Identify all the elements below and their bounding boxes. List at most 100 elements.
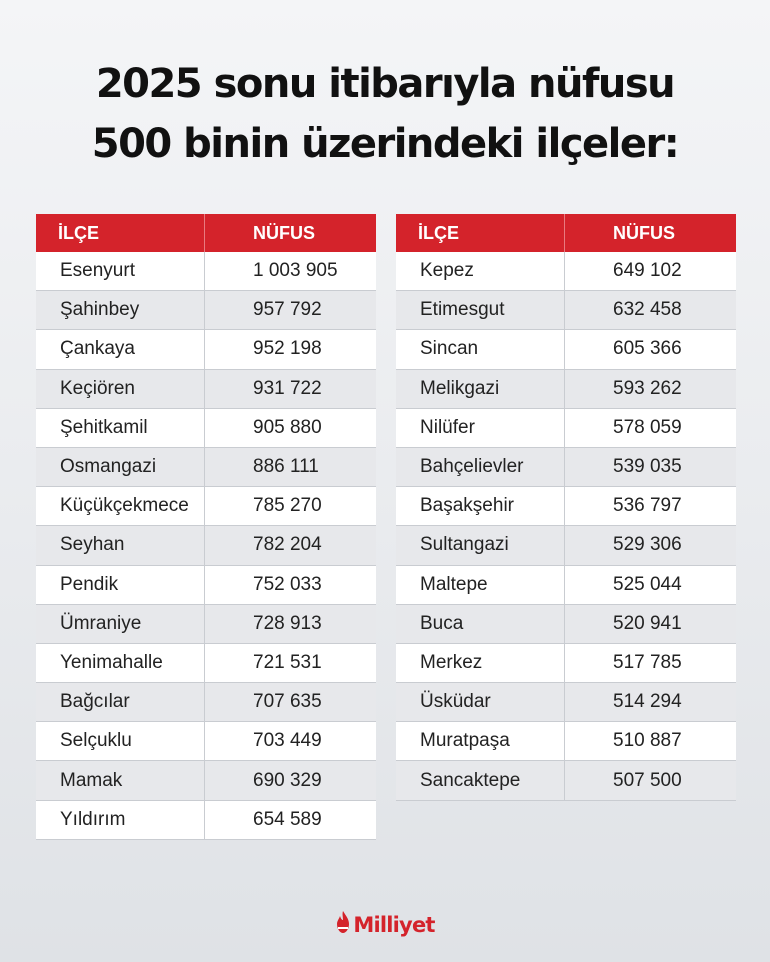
population-cell: 507 500 bbox=[613, 769, 682, 791]
population-cell: 536 797 bbox=[613, 495, 682, 517]
district-cell: Başakşehir bbox=[396, 487, 565, 526]
title-line-1: 2025 sonu itibarıyla nüfusu bbox=[95, 61, 676, 107]
population-cell: 520 941 bbox=[613, 612, 682, 634]
population-cell: 931 722 bbox=[253, 377, 322, 399]
title-line-2: 500 binin üzerindeki ilçeler: bbox=[91, 121, 680, 167]
population-cell: 782 204 bbox=[253, 534, 322, 556]
table-row: Selçuklu 703 449 bbox=[36, 722, 376, 762]
table-header: İLÇE NÜFUS bbox=[396, 214, 736, 252]
district-cell: Buca bbox=[396, 604, 565, 643]
table-row: Bahçelievler 539 035 bbox=[396, 447, 736, 488]
table-row: Mamak 690 329 bbox=[36, 761, 376, 801]
table-row: Esenyurt 1 003 905 bbox=[36, 252, 376, 292]
table-row: Etimesgut 632 458 bbox=[396, 291, 736, 331]
header-population: NÜFUS bbox=[613, 222, 675, 243]
table-row: Küçükçekmece 785 270 bbox=[36, 487, 376, 527]
district-table-right: İLÇE NÜFUS Kepez 649 102 Etimesgut 632 458 S… bbox=[396, 214, 736, 801]
population-cell: 510 887 bbox=[613, 730, 682, 752]
district-cell: Bağcılar bbox=[36, 683, 205, 722]
district-cell: Merkez bbox=[396, 643, 565, 683]
population-cell: 703 449 bbox=[253, 730, 322, 752]
population-cell: 752 033 bbox=[253, 573, 322, 595]
population-cell: 632 458 bbox=[613, 299, 682, 321]
population-cell: 517 785 bbox=[613, 651, 682, 673]
table-row: Sincan 605 366 bbox=[396, 330, 736, 370]
population-cell: 525 044 bbox=[613, 573, 682, 595]
table-row: Başakşehir 536 797 bbox=[396, 487, 736, 527]
district-cell: Küçükçekmece bbox=[36, 487, 205, 526]
population-cell: 952 198 bbox=[253, 338, 322, 360]
table-row: Merkez 517 785 bbox=[396, 643, 736, 684]
population-cell: 539 035 bbox=[613, 456, 682, 478]
logo-wordmark: Milliyet bbox=[353, 912, 435, 937]
district-cell: Pendik bbox=[36, 565, 205, 604]
table-row: Nilüfer 578 059 bbox=[396, 408, 736, 448]
header-district: İLÇE bbox=[396, 214, 565, 252]
population-cell: 728 913 bbox=[253, 612, 322, 634]
header-population: NÜFUS bbox=[253, 222, 315, 243]
table-row: Bağcılar 707 635 bbox=[36, 683, 376, 723]
table-row: Muratpaşa 510 887 bbox=[396, 722, 736, 762]
district-cell: Sultangazi bbox=[396, 526, 565, 565]
district-cell: Yıldırım bbox=[36, 800, 205, 839]
district-cell: Çankaya bbox=[36, 330, 205, 369]
district-cell: Mamak bbox=[36, 761, 205, 800]
page-title: 2025 sonu itibarıyla nüfusu 500 binin üz… bbox=[0, 54, 770, 174]
table-row: Şehitkamil 905 880 bbox=[36, 408, 376, 448]
district-cell: Selçuklu bbox=[36, 722, 205, 761]
table-row: Yıldırım 654 589 bbox=[36, 800, 376, 840]
flame-icon bbox=[335, 910, 351, 939]
district-cell: Maltepe bbox=[396, 565, 565, 604]
table-row: Pendik 752 033 bbox=[36, 565, 376, 605]
population-cell: 529 306 bbox=[613, 534, 682, 556]
population-cell: 654 589 bbox=[253, 808, 322, 830]
population-cell: 578 059 bbox=[613, 416, 682, 438]
table-row: Seyhan 782 204 bbox=[36, 526, 376, 566]
population-cell: 605 366 bbox=[613, 338, 682, 360]
table-header: İLÇE NÜFUS bbox=[36, 214, 376, 252]
population-cell: 886 111 bbox=[253, 456, 319, 478]
table-row: Çankaya 952 198 bbox=[36, 330, 376, 370]
table-row: Buca 520 941 bbox=[396, 604, 736, 644]
district-cell: Sincan bbox=[396, 330, 565, 369]
table-row: Sultangazi 529 306 bbox=[396, 526, 736, 566]
table-row: Maltepe 525 044 bbox=[396, 565, 736, 605]
district-cell: Osmangazi bbox=[36, 447, 205, 487]
header-district: İLÇE bbox=[36, 214, 205, 252]
table-row: Melikgazi 593 262 bbox=[396, 369, 736, 409]
population-cell: 707 635 bbox=[253, 691, 322, 713]
population-cell: 957 792 bbox=[253, 299, 322, 321]
table-row: Kepez 649 102 bbox=[396, 252, 736, 292]
district-cell: Melikgazi bbox=[396, 369, 565, 408]
district-cell: Esenyurt bbox=[36, 252, 205, 291]
district-cell: Şahinbey bbox=[36, 291, 205, 330]
table-body: Kepez 649 102 Etimesgut 632 458 Sincan 605 36… bbox=[396, 252, 736, 801]
district-cell: Yenimahalle bbox=[36, 643, 205, 683]
table-row: Osmangazi 886 111 bbox=[36, 447, 376, 488]
district-cell: Seyhan bbox=[36, 526, 205, 565]
district-cell: Nilüfer bbox=[396, 408, 565, 447]
table-row: Yenimahalle 721 531 bbox=[36, 643, 376, 684]
district-cell: Keçiören bbox=[36, 369, 205, 408]
population-cell: 690 329 bbox=[253, 769, 322, 791]
population-cell: 905 880 bbox=[253, 416, 322, 438]
table-row: Şahinbey 957 792 bbox=[36, 291, 376, 331]
population-cell: 721 531 bbox=[253, 651, 322, 673]
district-table-left: İLÇE NÜFUS Esenyurt 1 003 905 Şahinbey 957 … bbox=[36, 214, 376, 840]
table-row: Ümraniye 728 913 bbox=[36, 604, 376, 644]
district-cell: Sancaktepe bbox=[396, 761, 565, 800]
table-row: Sancaktepe 507 500 bbox=[396, 761, 736, 801]
table-row: Keçiören 931 722 bbox=[36, 369, 376, 409]
district-cell: Bahçelievler bbox=[396, 447, 565, 487]
table-body: Esenyurt 1 003 905 Şahinbey 957 792 Çankaya 9… bbox=[36, 252, 376, 840]
population-cell: 785 270 bbox=[253, 495, 322, 517]
population-cell: 649 102 bbox=[613, 260, 682, 282]
district-cell: Etimesgut bbox=[396, 291, 565, 330]
district-cell: Muratpaşa bbox=[396, 722, 565, 761]
brand-logo: Milliyet bbox=[0, 910, 770, 939]
district-cell: Üsküdar bbox=[396, 683, 565, 722]
population-cell: 593 262 bbox=[613, 377, 682, 399]
district-cell: Kepez bbox=[396, 252, 565, 291]
table-row: Üsküdar 514 294 bbox=[396, 683, 736, 723]
population-cell: 1 003 905 bbox=[253, 260, 338, 282]
